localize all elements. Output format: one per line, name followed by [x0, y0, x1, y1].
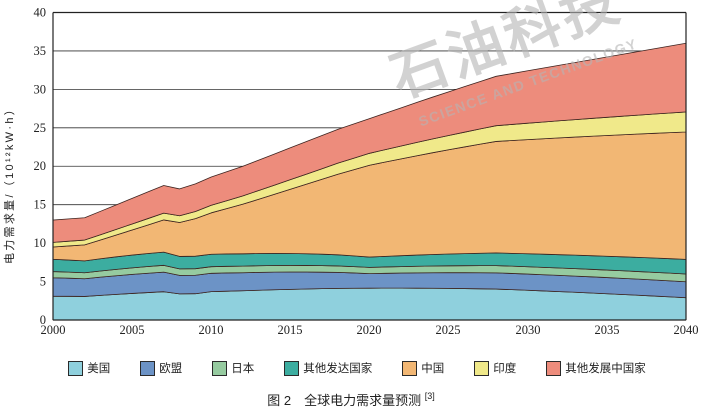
svg-text:2040: 2040 [674, 323, 699, 337]
svg-text:15: 15 [34, 198, 47, 212]
svg-text:电力需求量/（10¹²kW·h）: 电力需求量/（10¹²kW·h） [3, 102, 16, 264]
svg-text:25: 25 [34, 121, 47, 135]
svg-text:35: 35 [34, 44, 47, 58]
svg-text:2005: 2005 [120, 323, 145, 337]
svg-text:5: 5 [40, 275, 46, 289]
svg-text:10: 10 [34, 236, 47, 250]
svg-text:2010: 2010 [199, 323, 224, 337]
svg-text:2035: 2035 [595, 323, 620, 337]
svg-text:20: 20 [34, 159, 47, 173]
svg-text:40: 40 [34, 6, 47, 20]
svg-text:2015: 2015 [278, 323, 303, 337]
svg-text:2025: 2025 [436, 323, 461, 337]
svg-text:30: 30 [34, 82, 47, 96]
svg-text:2000: 2000 [41, 323, 66, 337]
svg-text:2020: 2020 [357, 323, 382, 337]
svg-text:图 2 全球电力需求量预测 [3]: 图 2 全球电力需求量预测 [3] [267, 391, 434, 408]
svg-text:2030: 2030 [516, 323, 541, 337]
